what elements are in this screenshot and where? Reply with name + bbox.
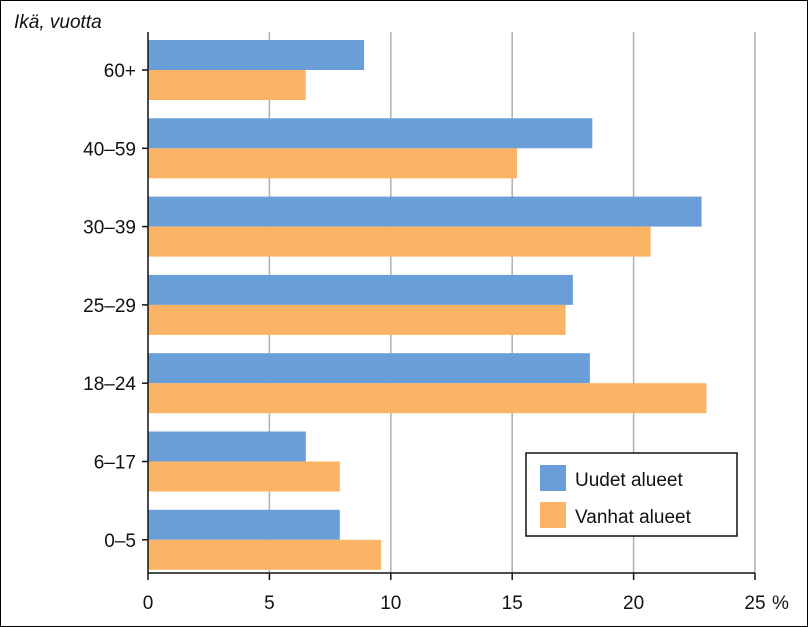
x-axis-unit-label: % xyxy=(772,593,789,614)
bar-vanhat-alueet-18-24 xyxy=(148,383,707,414)
y-axis-title: Ikä, vuotta xyxy=(14,12,102,33)
bar-vanhat-alueet-30-39 xyxy=(148,226,651,257)
y-tick-label-60: 60+ xyxy=(104,61,136,82)
x-tick-label-15: 15 xyxy=(502,593,523,614)
bars xyxy=(148,40,707,570)
legend-label-uudet-alueet: Uudet alueet xyxy=(575,470,683,491)
bar-uudet-alueet-25-29 xyxy=(148,274,573,305)
legend-swatch-vanhat-alueet xyxy=(540,502,566,528)
bar-vanhat-alueet-60 xyxy=(148,70,306,100)
bar-uudet-alueet-40-59 xyxy=(148,118,593,149)
axes: 60+ 40–59 30–39 25–29 18–24 6–17 0–5 0 5 10 15 20 25… xyxy=(83,32,789,614)
bar-vanhat-alueet-6-17 xyxy=(148,461,340,492)
legend-label-vanhat-alueet: Vanhat alueet xyxy=(575,507,692,528)
y-tick-label-25-29: 25–29 xyxy=(83,296,136,317)
bar-uudet-alueet-0-5 xyxy=(148,509,340,540)
x-tick-label-0: 0 xyxy=(143,593,154,614)
bar-uudet-alueet-6-17 xyxy=(148,431,306,462)
bar-uudet-alueet-30-39 xyxy=(148,196,702,227)
bar-uudet-alueet-18-24 xyxy=(148,353,590,384)
y-tick-label-6-17: 6–17 xyxy=(94,453,136,474)
y-tick-label-30-39: 30–39 xyxy=(83,218,136,239)
x-tick-label-25: 25 xyxy=(744,593,765,614)
y-tick-label-0-5: 0–5 xyxy=(104,531,136,552)
bar-vanhat-alueet-0-5 xyxy=(148,539,382,570)
x-tick-label-10: 10 xyxy=(380,593,401,614)
x-tick-label-20: 20 xyxy=(623,593,644,614)
bar-vanhat-alueet-25-29 xyxy=(148,304,566,335)
bar-vanhat-alueet-40-59 xyxy=(148,148,518,179)
legend-swatch-uudet-alueet xyxy=(540,465,566,491)
y-tick-label-18-24: 18–24 xyxy=(83,374,136,395)
bar-uudet-alueet-60 xyxy=(148,40,365,70)
y-tick-label-40-59: 40–59 xyxy=(83,139,136,160)
x-tick-label-5: 5 xyxy=(264,593,275,614)
legend: Uudet alueet Vanhat alueet xyxy=(525,452,738,537)
